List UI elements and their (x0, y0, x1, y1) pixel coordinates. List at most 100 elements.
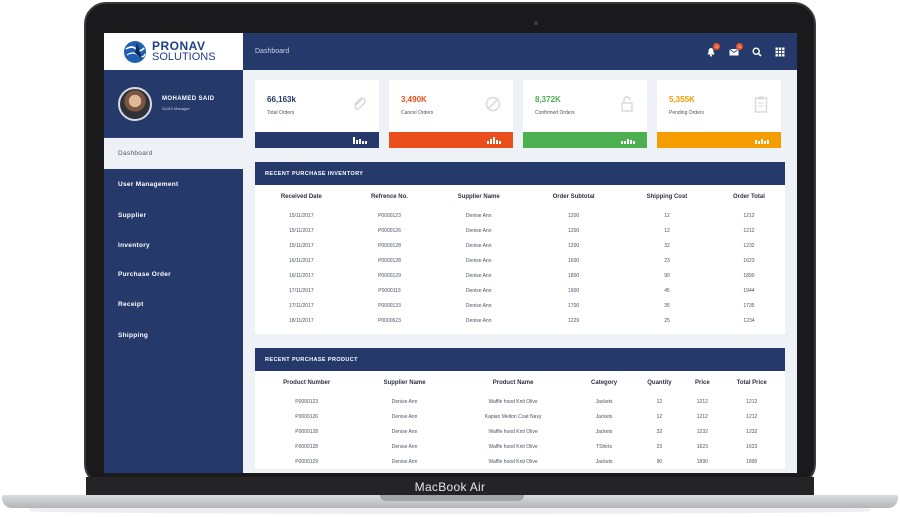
sidebar-item-supplier[interactable]: Supplier (118, 212, 147, 219)
table-cell: 35 (664, 302, 670, 309)
table-row[interactable]: P0000128 Denise Ann Waffle hood Knit Olive… (255, 439, 785, 454)
column-header[interactable]: Category (591, 379, 618, 386)
sidebar-item-purchase-order[interactable]: Purchase Order (118, 271, 171, 278)
sidebar-item-dashboard[interactable]: Dashboard (104, 138, 243, 169)
stat-card-total-orders[interactable]: 66,163k Total Orders (255, 80, 379, 148)
table-row[interactable]: P0000128 Denise Ann Waffle hood Knit Olive… (255, 424, 785, 439)
table-cell: Jackets (595, 413, 613, 420)
table-cell: 1944 (743, 287, 755, 294)
table-cell: P0000113 (378, 287, 401, 294)
table-cell: Denise Ann (465, 272, 492, 279)
table-cell: P0000126 (378, 227, 401, 234)
column-header[interactable]: Order Total (733, 193, 765, 200)
bar-mini-icon (621, 139, 635, 144)
stat-card-confirmed-orders[interactable]: 8,372K Confirmed Orders (523, 80, 647, 148)
table-cell: 15/11/2017 (289, 242, 314, 249)
sidebar: PRONAV SOLUTIONS MOHAMED SAID SUAS Manag… (104, 33, 243, 473)
table-cell: 32 (664, 242, 670, 249)
table-cell: Denise Ann (465, 212, 492, 219)
sidebar-item-shipping[interactable]: Shipping (118, 332, 149, 339)
column-header[interactable]: Total Price (736, 379, 767, 386)
globe-logo-icon (124, 40, 146, 63)
inventory-table: Received Date Refrence No. Supplier Name… (255, 185, 785, 328)
table-cell: 90 (664, 272, 670, 279)
table-row[interactable]: 17/11/2017 P0000133 Denise Ann 1700 35 1735 (255, 298, 785, 313)
table-row[interactable]: 16/11/2017 P0000129 Denise Ann 1800 90 1890 (255, 268, 785, 283)
column-header[interactable]: Shipping Cost (646, 193, 688, 200)
table-row[interactable]: 15/11/2017 P0000123 Denise Ann 1200 12 1212 (255, 208, 785, 223)
inventory-panel-title: RECENT PURCHASE INVENTORY (255, 162, 785, 185)
table-cell: 12 (664, 212, 670, 219)
stat-strip (389, 132, 513, 148)
table-cell: 1623 (746, 443, 758, 450)
column-header[interactable]: Price (694, 379, 710, 386)
table-cell: P0000123 (378, 212, 401, 219)
table-row[interactable]: 17/11/2017 P0000113 Denise Ann 1900 45 1944 (255, 283, 785, 298)
avatar (118, 86, 152, 121)
topbar: Dashboard 3 3 (243, 33, 797, 70)
column-header[interactable]: Product Number (283, 379, 331, 386)
bell-icon[interactable]: 3 (706, 42, 720, 57)
column-header[interactable]: Refrence No. (370, 193, 408, 200)
stat-card-pending-orders[interactable]: 5,355K Pending Orders (657, 80, 781, 148)
column-header[interactable]: Supplier Name (457, 193, 500, 200)
table-cell: 1890 (746, 458, 758, 465)
laptop-base (2, 495, 898, 508)
table-cell: Denise Ann (391, 458, 418, 465)
sidebar-item-inventory[interactable]: Inventory (118, 242, 150, 249)
table-row[interactable]: 16/11/2017 P0000128 Denise Ann 1600 23 1623 (255, 253, 785, 268)
table-row[interactable]: P0000129 Denise Ann Waffle hood Knit Olive… (255, 454, 785, 469)
camera-dot (534, 21, 538, 25)
table-cell: 23 (656, 443, 663, 450)
column-header[interactable]: Received Date (280, 193, 322, 200)
lock-icon (619, 95, 635, 113)
stat-card-cancel-orders[interactable]: 3,490K Cancel Orders (389, 80, 513, 148)
search-icon[interactable] (752, 46, 762, 57)
sidebar-item-receipt[interactable]: Receipt (118, 301, 144, 308)
paperclip-icon (351, 95, 367, 113)
topbar-actions: 3 3 (706, 42, 785, 57)
table-row[interactable]: 18/11/2017 P0000623 Denise Ann 1229 25 1234 (255, 313, 785, 328)
table-cell: P0000128 (378, 257, 401, 264)
table-row[interactable]: 15/11/2017 P0000126 Denise Ann 1200 12 1212 (255, 223, 785, 238)
table-cell: 1212 (696, 413, 708, 420)
grid-icon[interactable] (775, 47, 785, 57)
table-cell: Waffle hood Knit Olive (488, 428, 538, 435)
table-cell: TShirts (596, 443, 612, 450)
product-panel: RECENT PURCHASE PRODUCT Product Number S… (255, 348, 785, 469)
column-header[interactable]: Product Name (492, 379, 534, 386)
user-role: SUAS Manager (162, 106, 190, 111)
product-panel-title: RECENT PURCHASE PRODUCT (255, 348, 785, 371)
table-row[interactable]: P0000126 Denise Ann Kaplan Melton Coat Nav… (255, 409, 785, 424)
table-cell: Waffle hood Knit Olive (488, 443, 538, 450)
table-cell: 1212 (696, 398, 708, 405)
table-cell: P0000129 (378, 272, 401, 279)
table-row[interactable]: P0000123 Denise Ann Waffle hood Knit Olive… (255, 394, 785, 409)
table-cell: Denise Ann (465, 317, 492, 324)
base-notch (380, 495, 524, 501)
stat-value: 5,355K (669, 95, 695, 104)
table-cell: 15/11/2017 (289, 227, 314, 234)
product-table: Product Number Supplier Name Product Nam… (255, 371, 785, 469)
stat-strip (657, 132, 781, 148)
table-cell: 1232 (696, 428, 708, 435)
user-profile[interactable]: MOHAMED SAID SUAS Manager (104, 70, 243, 138)
brand-logo[interactable]: PRONAV SOLUTIONS (104, 33, 243, 70)
mail-icon[interactable]: 3 (729, 42, 743, 57)
table-cell: P0000133 (378, 302, 401, 309)
laptop-hinge: MacBook Air (86, 477, 814, 497)
sidebar-item-user-management[interactable]: User Management (118, 181, 179, 188)
table-cell: 17/11/2017 (289, 287, 314, 294)
table-cell: 12 (656, 398, 663, 405)
table-cell: P0000128 (295, 443, 319, 450)
table-row[interactable]: 15/11/2017 P0000128 Denise Ann 1200 32 1232 (255, 238, 785, 253)
table-cell: Denise Ann (465, 257, 492, 264)
user-name: MOHAMED SAID (162, 96, 215, 102)
column-header[interactable]: Supplier Name (383, 379, 426, 386)
product-rows: P0000123 Denise Ann Waffle hood Knit Olive… (255, 394, 785, 469)
column-header[interactable]: Order Subtotal (552, 193, 595, 200)
bar-mini-icon (487, 137, 501, 144)
column-header[interactable]: Quantity (647, 379, 672, 386)
device-label: MacBook Air (414, 480, 486, 494)
stat-cards: 66,163k Total Orders 3,490K Cancel Order… (255, 80, 785, 148)
